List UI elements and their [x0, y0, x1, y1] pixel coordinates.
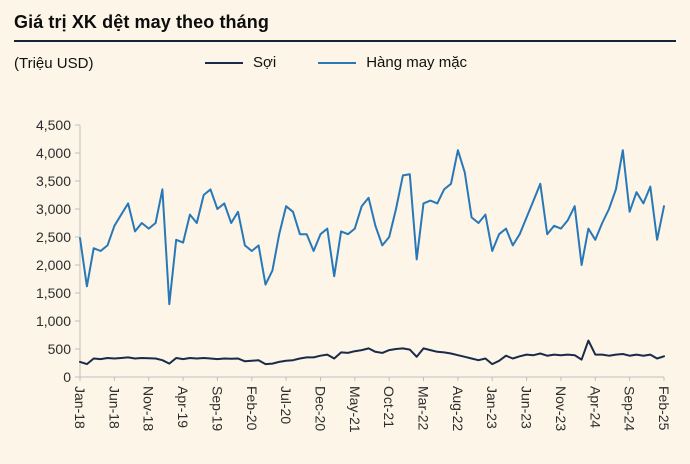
legend-item-hang-may-mac: Hàng may mặc	[318, 54, 467, 71]
x-tick-label: Mar-22	[416, 386, 432, 431]
title-underline	[14, 40, 676, 42]
x-tick-label: Nov-18	[141, 386, 157, 431]
chart-header: Giá trị XK dệt may theo tháng	[0, 0, 690, 42]
x-tick-label: Dec-20	[313, 386, 329, 431]
x-tick-label: Apr-24	[587, 386, 603, 428]
legend-label-hang-may-mac: Hàng may mặc	[366, 54, 468, 71]
y-tick-label: 4,000	[36, 145, 71, 161]
y-tick-label: 3,000	[36, 201, 71, 217]
x-tick-label: Jan-23	[484, 386, 500, 429]
y-tick-label: 1,500	[36, 285, 71, 301]
axis-unit-label: (Triệu USD)	[14, 55, 94, 72]
line-chart: 0 500 1,000 1,500 2,000 2,500 3,000 3,500 4,000 4…	[0, 83, 690, 464]
x-tick-label: Jun-23	[519, 386, 535, 429]
x-tick-label: Aug-22	[450, 386, 466, 431]
x-tick-label: Sep-24	[622, 386, 638, 431]
x-tick-label: Jul-20	[278, 386, 294, 424]
x-tick-label: Sep-19	[209, 386, 225, 431]
legend-label-soi: Sợi	[253, 54, 277, 71]
x-tick-label: Oct-21	[381, 386, 397, 428]
meta-row: (Triệu USD) Sợi Hàng may mặc	[0, 42, 690, 81]
y-tick-label: 0	[63, 369, 71, 385]
y-tick-label: 1,000	[36, 313, 71, 329]
hang-may-mac-line-swatch-icon	[318, 61, 357, 64]
y-tick-label: 4,500	[36, 117, 71, 133]
soi-line-swatch-icon	[205, 61, 243, 64]
y-tick-label: 500	[48, 341, 72, 357]
x-tick-label: Jun-18	[106, 386, 122, 429]
x-tick-label: Jan-18	[72, 386, 88, 429]
x-tick-label: May-21	[347, 386, 363, 433]
series-line-Sợi	[79, 339, 665, 366]
x-tick-label: Feb-25	[656, 386, 672, 431]
y-tick-label: 2,000	[36, 257, 71, 273]
series-line-Hàng-may-mặc	[79, 149, 665, 306]
line-chart-svg: 0 500 1,000 1,500 2,000 2,500 3,000 3,500 4,000 4…	[36, 117, 672, 433]
y-tick-label: 2,500	[36, 229, 71, 245]
x-tick-label: Nov-23	[553, 386, 569, 431]
legend-item-soi: Sợi	[205, 54, 276, 71]
legend: Sợi Hàng may mặc	[205, 54, 467, 71]
x-tick-label: Feb-20	[244, 386, 260, 431]
chart-title: Giá trị XK dệt may theo tháng	[14, 12, 269, 32]
x-tick-label: Apr-19	[175, 386, 191, 428]
y-tick-label: 3,500	[36, 173, 71, 189]
